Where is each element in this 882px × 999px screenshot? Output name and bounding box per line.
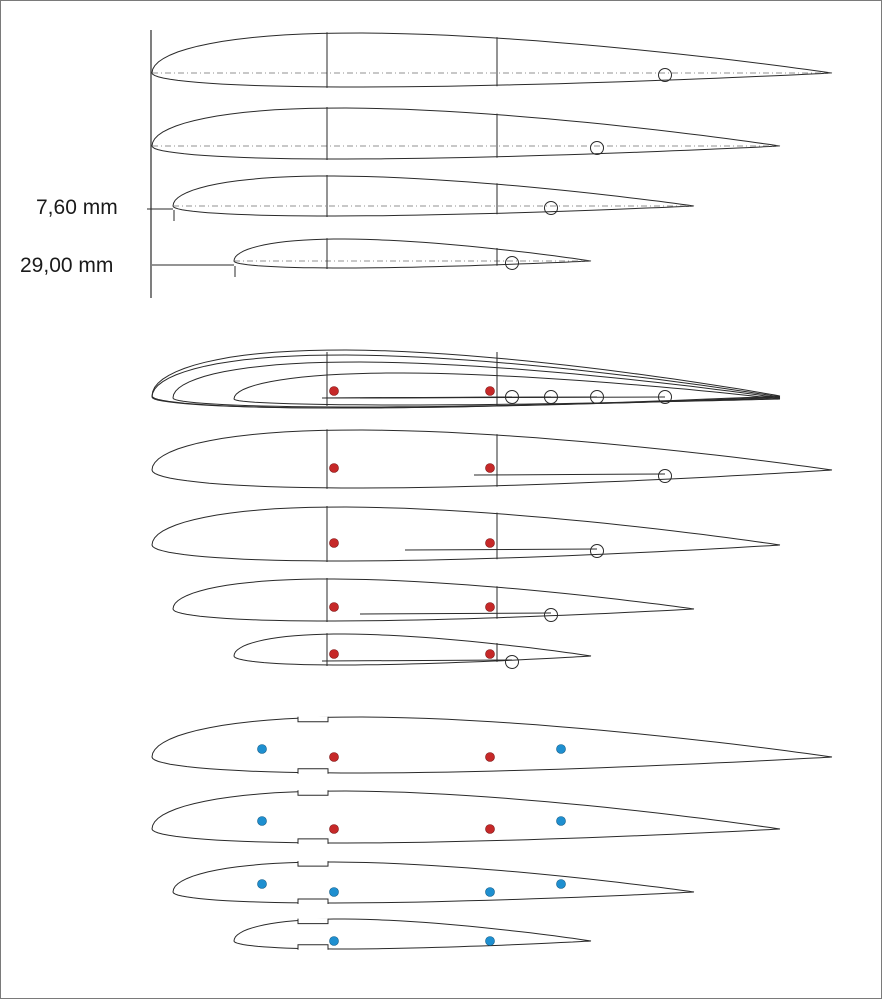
- outer-section-outline: [172, 175, 695, 217]
- overlay-outline-2: [151, 354, 781, 409]
- tip-section-notched-rib-bottom-notch-mask: [298, 943, 328, 950]
- dimension-label-7-60: 7,60 mm: [36, 196, 118, 219]
- group-overlay-and-ribs: [151, 349, 833, 669]
- outer-section-rib-outline: [172, 578, 695, 622]
- outer-section-notched-rib-outline: [172, 861, 695, 904]
- mid-section-notched-rib-bottom-notch-mask: [298, 837, 328, 844]
- red-dot-icon: [485, 602, 495, 612]
- mid-section-notched-rib-outline: [151, 790, 781, 844]
- overlay-outline-3: [172, 361, 781, 408]
- hollow-circle-icon: [544, 390, 558, 404]
- blue-dot-icon: [329, 887, 339, 897]
- blue-dot-icon: [257, 744, 267, 754]
- overlay-outline-1: [151, 349, 781, 409]
- root-section-outline: [151, 32, 833, 88]
- group-notched-ribs: [151, 716, 833, 950]
- root-section-notched-rib-bottom-notch-mask: [298, 767, 328, 774]
- hollow-circle-icon: [505, 655, 519, 669]
- red-dot-icon: [485, 824, 495, 834]
- mid-section-notched-rib-top-notch: [297, 790, 329, 796]
- hollow-circle-icon: [590, 390, 604, 404]
- blue-dot-icon: [485, 887, 495, 897]
- hollow-circle-icon: [658, 390, 672, 404]
- outer-section-notched-rib-bottom-notch-mask: [298, 897, 328, 904]
- hollow-circle-icon: [658, 68, 672, 82]
- red-dot-icon: [329, 752, 339, 762]
- mid-section-rib-outline: [151, 506, 781, 562]
- blue-dot-icon: [329, 936, 339, 946]
- mid-section-notched-rib-top-notch-mask: [298, 790, 328, 797]
- tip-section-notched-rib-top-notch-mask: [298, 918, 328, 925]
- tip-section-notched-rib-outline: [233, 918, 592, 950]
- dimension-label-29-00: 29,00 mm: [20, 254, 114, 277]
- root-section-notched-rib-top-notch-mask: [298, 716, 328, 723]
- root-section-notched-rib-outline: [151, 716, 833, 774]
- red-dot-icon: [485, 649, 495, 659]
- tip-section-outline: [233, 238, 592, 269]
- hollow-circle-icon: [505, 256, 519, 270]
- root-section-notched-rib-bottom-notch: [297, 768, 329, 774]
- blue-dot-icon: [485, 936, 495, 946]
- outer-section-notched-rib-top-notch: [297, 861, 329, 867]
- blue-dot-icon: [556, 816, 566, 826]
- red-dot-icon: [485, 752, 495, 762]
- hollow-circle-icon: [505, 390, 519, 404]
- mid-section-outline: [151, 107, 781, 160]
- red-dot-icon: [329, 538, 339, 548]
- mid-section-rib-reference-line: [404, 548, 598, 551]
- hollow-circle-icon: [544, 608, 558, 622]
- root-section-notched-rib-top-notch: [297, 716, 329, 723]
- hollow-circle-icon: [544, 201, 558, 215]
- blue-dot-icon: [257, 879, 267, 889]
- tip-section-rib-outline: [233, 633, 592, 666]
- mid-section-notched-rib-bottom-notch: [297, 838, 329, 844]
- red-dot-icon: [329, 386, 339, 396]
- outer-section-notched-rib-bottom-notch: [297, 898, 329, 904]
- red-dot-icon: [329, 463, 339, 473]
- overlay-reference-line-4: [321, 396, 513, 399]
- blue-dot-icon: [556, 879, 566, 889]
- outer-section-rib-reference-line: [359, 612, 552, 615]
- blue-dot-icon: [556, 744, 566, 754]
- tip-section-rib-reference-line: [321, 659, 513, 662]
- root-section-rib-outline: [151, 429, 833, 489]
- blue-dot-icon: [257, 816, 267, 826]
- red-dot-icon: [329, 649, 339, 659]
- red-dot-icon: [485, 386, 495, 396]
- group-ribs-with-chordlines: [147, 30, 833, 298]
- red-dot-icon: [485, 463, 495, 473]
- overlay-outline-4: [233, 372, 781, 406]
- hollow-circle-icon: [590, 141, 604, 155]
- tip-section-notched-rib-bottom-notch: [297, 944, 329, 950]
- hollow-circle-icon: [590, 544, 604, 558]
- root-section-rib-reference-line: [473, 473, 666, 476]
- red-dot-icon: [329, 602, 339, 612]
- hollow-circle-icon: [658, 469, 672, 483]
- red-dot-icon: [329, 824, 339, 834]
- outer-section-notched-rib-top-notch-mask: [298, 861, 328, 868]
- red-dot-icon: [485, 538, 495, 548]
- tip-section-notched-rib-top-notch: [297, 918, 329, 925]
